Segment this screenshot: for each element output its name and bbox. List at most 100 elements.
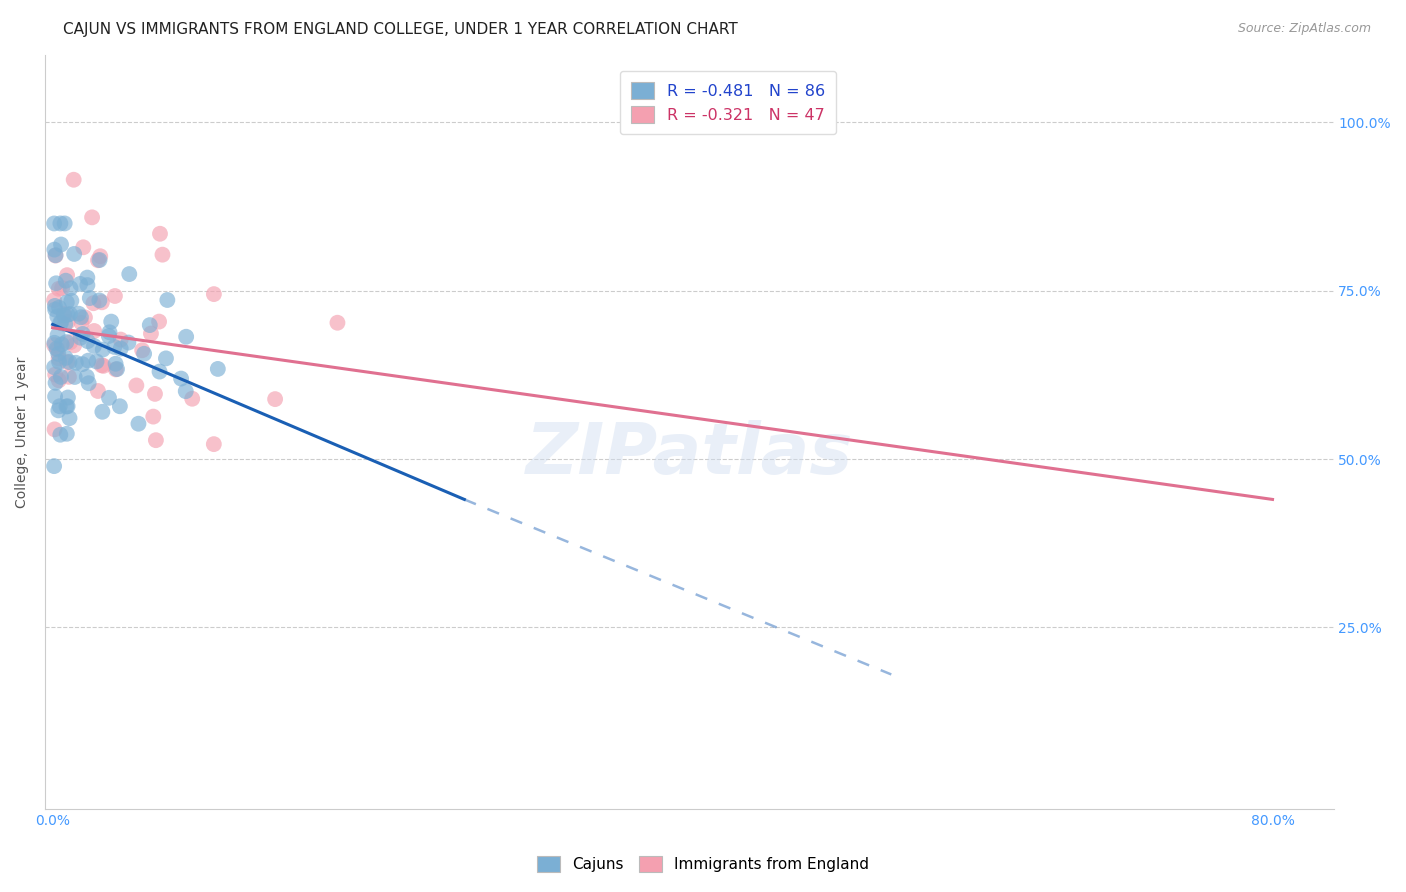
Point: [48, 282, 70, 296]
Point: [46, 343, 69, 357]
Point: [46, 328, 69, 343]
Point: [174, 330, 197, 344]
Point: [145, 433, 167, 447]
Point: [44, 390, 66, 404]
Point: [67, 307, 90, 321]
Point: [56, 355, 79, 369]
Point: [87, 253, 110, 268]
Point: [42, 217, 65, 231]
Point: [97, 329, 120, 343]
Point: [139, 318, 162, 332]
Point: [70, 310, 93, 325]
Point: [56, 268, 79, 282]
Point: [65, 356, 87, 370]
Point: [72, 326, 94, 341]
Point: [42, 293, 65, 307]
Point: [51, 281, 73, 295]
Point: [53, 318, 76, 332]
Point: [79, 291, 101, 305]
Point: [49, 427, 72, 442]
Point: [149, 227, 172, 241]
Point: [148, 365, 170, 379]
Point: [62, 172, 84, 186]
Point: [44, 243, 66, 257]
Point: [89, 253, 111, 268]
Point: [56, 391, 79, 405]
Point: [58, 411, 80, 425]
Point: [48, 373, 70, 387]
Point: [69, 277, 91, 291]
Point: [49, 316, 72, 330]
Point: [127, 417, 149, 431]
Point: [63, 338, 86, 352]
Point: [49, 370, 72, 384]
Point: [108, 399, 131, 413]
Point: [45, 277, 67, 291]
Point: [90, 295, 112, 310]
Point: [44, 248, 66, 262]
Point: [58, 369, 80, 384]
Point: [56, 308, 79, 322]
Point: [63, 247, 86, 261]
Point: [156, 293, 179, 307]
Point: [49, 237, 72, 252]
Point: [264, 392, 287, 406]
Point: [326, 316, 349, 330]
Point: [118, 267, 141, 281]
Point: [69, 331, 91, 345]
Point: [55, 274, 77, 288]
Point: [139, 326, 162, 341]
Point: [52, 307, 75, 321]
Point: [49, 316, 72, 330]
Point: [132, 347, 155, 361]
Point: [58, 355, 80, 369]
Point: [48, 403, 70, 417]
Point: [56, 295, 79, 310]
Point: [86, 354, 108, 368]
Point: [77, 376, 100, 391]
Point: [80, 211, 103, 225]
Point: [44, 248, 66, 262]
Point: [76, 278, 98, 293]
Point: [55, 335, 77, 350]
Point: [72, 240, 94, 254]
Point: [73, 310, 96, 325]
Point: [125, 378, 148, 392]
Point: [105, 362, 128, 376]
Legend: R = -0.481   N = 86, R = -0.321   N = 47: R = -0.481 N = 86, R = -0.321 N = 47: [620, 70, 837, 134]
Point: [49, 216, 72, 230]
Point: [59, 281, 82, 295]
Point: [117, 335, 139, 350]
Point: [48, 301, 70, 315]
Point: [91, 405, 114, 419]
Point: [70, 316, 93, 330]
Point: [89, 249, 111, 263]
Point: [44, 335, 66, 350]
Point: [148, 315, 170, 329]
Point: [42, 360, 65, 375]
Point: [83, 339, 105, 353]
Point: [181, 392, 204, 406]
Point: [104, 357, 127, 371]
Point: [104, 289, 127, 303]
Point: [60, 293, 83, 308]
Point: [202, 287, 225, 301]
Point: [53, 309, 76, 323]
Point: [44, 302, 66, 317]
Point: [53, 216, 76, 230]
Point: [202, 437, 225, 451]
Point: [152, 248, 174, 262]
Point: [59, 307, 82, 321]
Point: [46, 347, 69, 361]
Text: ZIPatlas: ZIPatlas: [526, 420, 853, 489]
Point: [56, 315, 79, 329]
Point: [45, 342, 67, 356]
Point: [103, 340, 125, 354]
Point: [42, 338, 65, 352]
Point: [90, 359, 112, 373]
Point: [142, 409, 165, 424]
Point: [87, 384, 110, 398]
Point: [174, 384, 197, 399]
Point: [207, 362, 229, 376]
Point: [76, 369, 98, 384]
